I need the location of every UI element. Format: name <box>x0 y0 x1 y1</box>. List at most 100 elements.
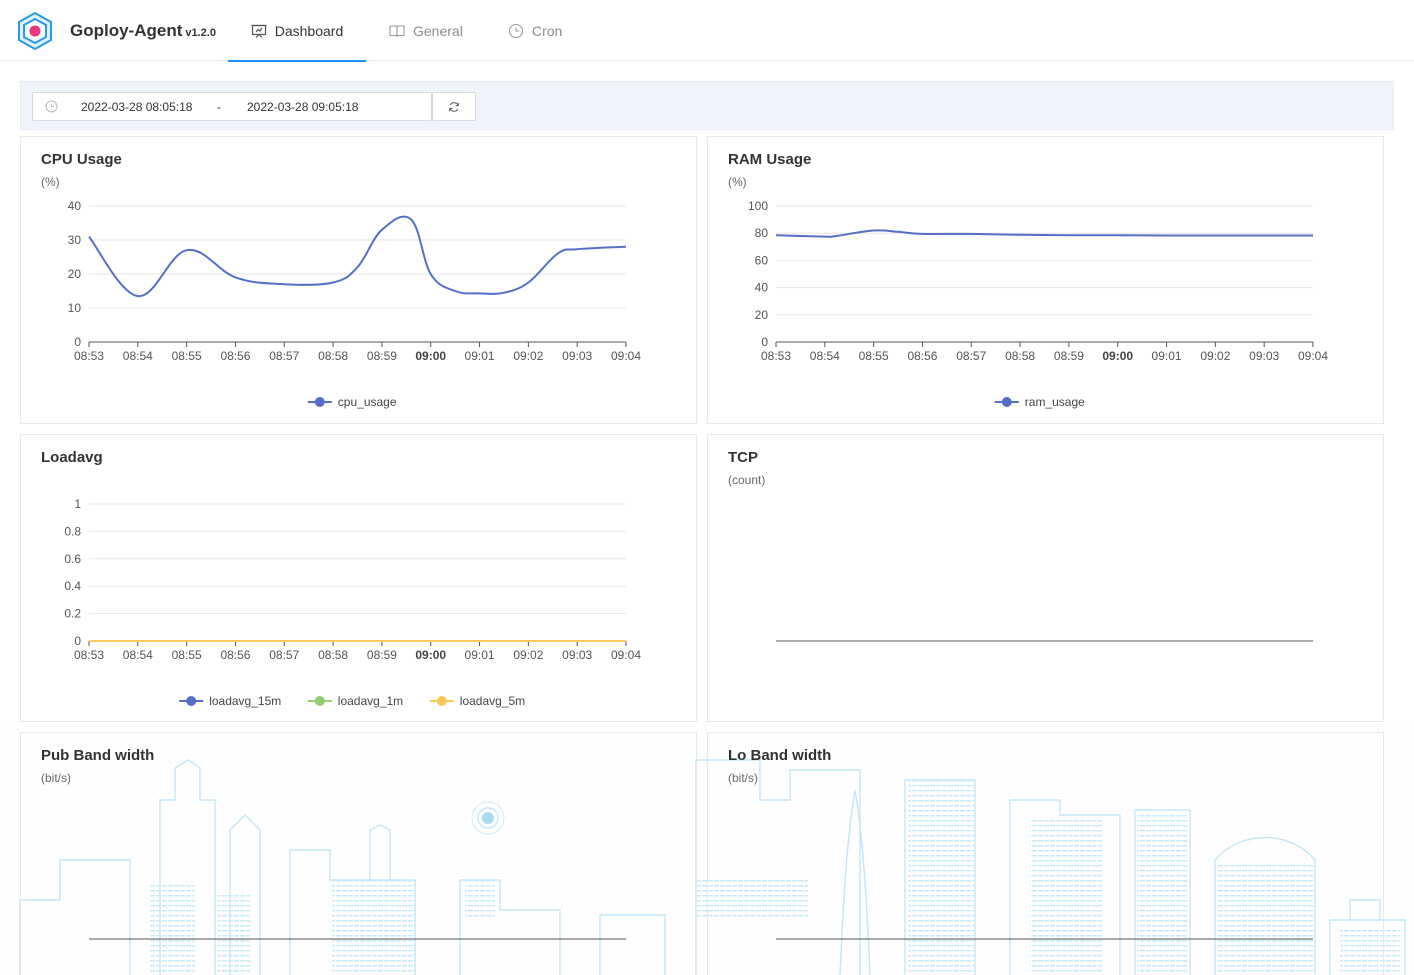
legend-label[interactable]: ram_usage <box>1025 395 1085 409</box>
y-tick-label: 0.4 <box>64 579 81 593</box>
start-date-input[interactable]: 2022-03-28 08:05:18 <box>81 100 193 114</box>
filter-toolbar: 2022-03-28 08:05:18 - 2022-03-28 09:05:1… <box>20 81 1394 130</box>
legend-marker <box>436 696 447 706</box>
y-tick-label: 80 <box>755 226 769 240</box>
y-tick-label: 1 <box>74 497 81 511</box>
x-tick-label: 08:54 <box>123 648 153 662</box>
tab-dashboard[interactable]: Dashboard <box>228 0 366 62</box>
x-tick-label: 09:02 <box>513 648 543 662</box>
tcp-chart-title: TCP <box>728 449 758 466</box>
ram-chart-unit: (%) <box>728 175 747 189</box>
x-tick-label: 08:56 <box>220 349 250 363</box>
x-tick-label: 08:53 <box>761 349 791 363</box>
y-tick-label: 0.8 <box>64 524 81 538</box>
legend-label[interactable]: cpu_usage <box>338 395 397 409</box>
end-date-input[interactable]: 2022-03-28 09:05:18 <box>247 100 359 114</box>
book-icon <box>389 24 405 37</box>
legend-label[interactable]: loadavg_5m <box>460 694 525 708</box>
x-tick-label: 09:01 <box>1152 349 1182 363</box>
x-tick-label: 09:01 <box>465 648 495 662</box>
legend-label[interactable]: loadavg_1m <box>338 694 403 708</box>
y-tick-label: 0 <box>74 335 81 349</box>
app-title: Goploy-Agent v1.2.0 <box>70 21 216 41</box>
x-tick-label: 08:57 <box>269 349 299 363</box>
pub-chart-title: Pub Band width <box>41 747 155 764</box>
x-tick-label: 09:03 <box>562 648 592 662</box>
x-tick-label: 08:55 <box>172 648 202 662</box>
x-tick-label: 08:55 <box>859 349 889 363</box>
pub-chart-unit: (bit/s) <box>41 771 71 785</box>
tab-general-label: General <box>413 22 463 39</box>
y-tick-label: 0.6 <box>64 552 81 566</box>
x-tick-label: 09:04 <box>1298 349 1328 363</box>
cpu-chart-unit: (%) <box>41 175 60 189</box>
loadavg-chart: 0 0.2 0.4 0.6 0.8 1 08:53 08:54 08:55 08:56 08:57 0… <box>64 497 641 708</box>
x-tick-label: 08:58 <box>318 349 348 363</box>
x-tick-label: 08:58 <box>318 648 348 662</box>
lo-chart-unit: (bit/s) <box>728 771 758 785</box>
x-tick-label: 09:00 <box>415 648 446 662</box>
x-tick-label: 08:56 <box>907 349 937 363</box>
x-tick-label: 09:00 <box>415 349 446 363</box>
x-tick-label: 08:57 <box>269 648 299 662</box>
cpu-usage-chart: 0 10 20 30 40 08:53 08:54 08:55 08:56 08:57 08:58 0… <box>68 199 642 409</box>
x-tick-label: 08:58 <box>1005 349 1035 363</box>
x-tick-label: 09:02 <box>513 349 543 363</box>
range-separator: - <box>217 100 221 114</box>
x-tick-label: 08:57 <box>956 349 986 363</box>
y-tick-label: 0.2 <box>64 607 81 621</box>
y-tick-label: 10 <box>68 301 82 315</box>
y-tick-label: 40 <box>755 281 769 295</box>
clock-icon <box>45 100 58 113</box>
goploy-logo-icon <box>18 12 52 50</box>
y-tick-label: 0 <box>74 634 81 648</box>
lo-bandwidth-chart <box>776 938 1313 940</box>
pub-bandwidth-card: Pub Band width (bit/s) <box>20 732 697 975</box>
legend-marker <box>1001 397 1012 407</box>
y-tick-label: 60 <box>755 253 769 267</box>
tcp-chart <box>776 640 1313 642</box>
x-tick-label: 09:04 <box>611 648 641 662</box>
top-navbar: Goploy-Agent v1.2.0 Dashboard General Cro… <box>0 0 1414 62</box>
loadavg-card: Loadavg 0 0.2 0.4 0.6 0.8 1 08:53 08:54 08:55 08:… <box>20 434 697 722</box>
ram-chart-title: RAM Usage <box>728 151 812 168</box>
x-tick-label: 08:56 <box>220 648 250 662</box>
legend-label[interactable]: loadavg_15m <box>209 694 281 708</box>
tab-cron[interactable]: Cron <box>508 0 562 61</box>
x-tick-label: 08:55 <box>172 349 202 363</box>
tab-general[interactable]: General <box>389 0 463 61</box>
tcp-chart-unit: (count) <box>728 473 766 487</box>
refresh-icon <box>449 101 459 112</box>
lo-bandwidth-card: Lo Band width (bit/s) <box>707 732 1384 975</box>
x-tick-label: 09:01 <box>465 349 495 363</box>
y-tick-label: 20 <box>755 308 769 322</box>
ram-usage-card: RAM Usage (%) 0 20 40 60 80 100 08:53 08:54 08:5… <box>707 136 1384 424</box>
cpu-chart-title: CPU Usage <box>41 151 122 168</box>
tcp-card: TCP (count) <box>707 434 1384 722</box>
refresh-button[interactable] <box>432 92 476 121</box>
date-range-picker[interactable]: 2022-03-28 08:05:18 - 2022-03-28 09:05:1… <box>32 92 432 121</box>
x-tick-label: 09:03 <box>562 349 592 363</box>
presentation-icon <box>251 24 267 38</box>
ram-usage-chart: 0 20 40 60 80 100 08:53 08:54 08:55 08:56 08:57 08:… <box>748 199 1328 409</box>
x-tick-label: 09:02 <box>1200 349 1230 363</box>
tab-dashboard-label: Dashboard <box>274 22 344 39</box>
x-tick-label: 08:54 <box>810 349 840 363</box>
pub-bandwidth-chart <box>89 938 626 940</box>
y-tick-label: 100 <box>748 199 768 213</box>
tab-cron-label: Cron <box>532 22 563 39</box>
y-tick-label: 0 <box>761 335 768 349</box>
x-tick-label: 09:04 <box>611 349 641 363</box>
y-tick-label: 30 <box>68 233 82 247</box>
x-tick-label: 08:59 <box>1054 349 1084 363</box>
loadavg-chart-title: Loadavg <box>41 449 103 466</box>
x-tick-label: 08:53 <box>74 349 104 363</box>
x-tick-label: 09:03 <box>1249 349 1279 363</box>
lo-chart-title: Lo Band width <box>728 747 832 764</box>
cpu-usage-card: CPU Usage (%) 0 10 20 30 40 08:53 08:54 08:55 08… <box>20 136 697 424</box>
x-tick-label: 08:59 <box>367 349 397 363</box>
clock-icon <box>508 23 524 38</box>
legend-marker <box>314 397 325 407</box>
app-version: v1.2.0 <box>185 27 216 39</box>
x-tick-label: 08:53 <box>74 648 104 662</box>
